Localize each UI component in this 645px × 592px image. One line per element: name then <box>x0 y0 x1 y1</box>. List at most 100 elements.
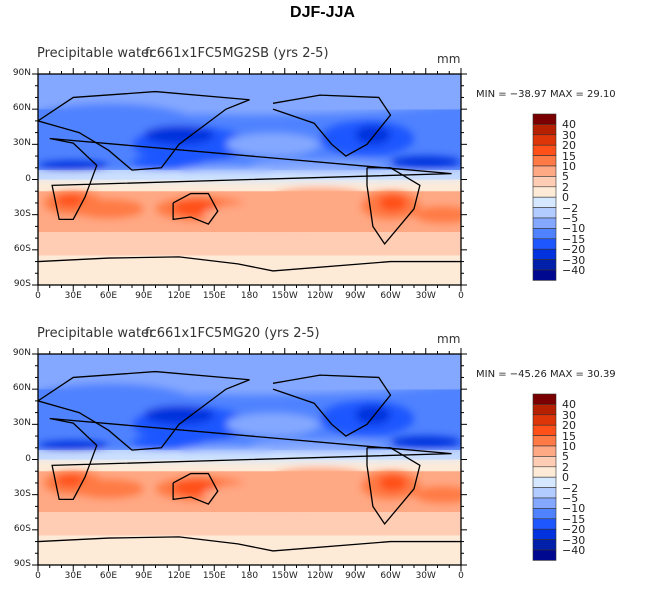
colorbar-box <box>532 466 557 478</box>
coastline <box>38 536 461 552</box>
lat-label: 60S <box>13 523 31 534</box>
colorbar-box <box>532 518 557 530</box>
lon-label: 120E <box>167 571 191 581</box>
lon-label: 0 <box>35 571 41 581</box>
colorbar-box <box>532 476 557 488</box>
panel-variable: Precipitable water <box>37 46 155 61</box>
lon-label: 60E <box>99 291 118 301</box>
coastline <box>366 167 421 246</box>
lon-label: 120W <box>306 291 334 301</box>
lon-label: 60W <box>380 571 401 581</box>
colorbar-label: 15 <box>562 429 576 443</box>
colorbar-box <box>532 549 557 561</box>
lat-label: 30S <box>13 488 31 499</box>
colorbar-box <box>532 424 557 436</box>
min-max-label: MIN = −38.97 MAX = 29.10 <box>476 89 616 100</box>
colorbar-label: −5 <box>562 212 579 225</box>
lat-label: 90N <box>12 348 31 358</box>
figure-title: DJF-JJA <box>290 4 355 21</box>
colorbar-label: 2 <box>562 460 569 474</box>
lon-label: 180 <box>240 571 259 581</box>
colorbar-box <box>532 487 557 499</box>
colorbar-box <box>532 497 557 509</box>
lat-label: 0 <box>25 173 31 184</box>
panel-units: mm <box>437 332 461 346</box>
lat-label: 30S <box>13 208 31 219</box>
colorbar-label: −20 <box>562 523 586 537</box>
lat-label: 90N <box>12 68 31 78</box>
colorbar-label: 20 <box>562 419 576 433</box>
coastline <box>172 472 219 505</box>
colorbar-label: 20 <box>562 139 576 153</box>
colorbar-label: −40 <box>562 544 586 557</box>
colorbar-box <box>532 508 557 520</box>
coastline <box>38 90 250 171</box>
lon-label: 150E <box>202 571 226 581</box>
lon-label: 30W <box>415 291 436 301</box>
colorbar-box <box>532 528 557 540</box>
lon-label: 150W <box>271 291 298 301</box>
lon-label: 120E <box>167 291 191 301</box>
lat-label: 60S <box>13 243 31 254</box>
colorbar-label: −30 <box>562 253 586 267</box>
colorbar-label: −10 <box>562 222 586 236</box>
coastline <box>49 137 452 221</box>
lon-label: 150W <box>271 571 298 581</box>
lat-label: 60N <box>12 383 31 394</box>
colorbar-label: −20 <box>562 243 586 257</box>
colorbar-box <box>532 393 557 405</box>
coastline <box>366 447 421 526</box>
contour-field <box>38 74 461 285</box>
colorbar-label: 40 <box>562 398 576 412</box>
lon-label: 90E <box>135 291 153 301</box>
colorbar-label: −2 <box>562 481 579 495</box>
coastline <box>272 374 392 437</box>
coastline <box>38 370 250 451</box>
colorbar-label: 30 <box>562 128 576 142</box>
lat-label: 60N <box>12 103 31 114</box>
coastline <box>172 192 219 225</box>
colorbar-box <box>532 435 557 447</box>
coastline <box>272 94 392 157</box>
lon-label: 150E <box>202 291 226 301</box>
lon-label: 90E <box>135 571 153 581</box>
colorbar-box <box>532 404 557 416</box>
colorbar-label: 40 <box>562 118 576 132</box>
colorbar-label: −10 <box>562 502 586 516</box>
lat-label: 0 <box>25 453 31 464</box>
colorbar-box <box>532 539 557 551</box>
colorbar-label: −5 <box>562 492 579 505</box>
coastline <box>49 417 452 501</box>
lon-label: 60E <box>99 571 118 581</box>
min-max-label: MIN = −45.26 MAX = 30.39 <box>476 369 616 380</box>
colorbar-label: 0 <box>562 471 569 485</box>
colorbar-box <box>532 414 557 426</box>
lon-label: 90W <box>345 291 366 301</box>
colorbar-label: −2 <box>562 201 579 215</box>
colorbar-label: −30 <box>562 533 586 547</box>
lon-label: 30E <box>64 571 82 581</box>
lon-label: 0 <box>458 571 464 581</box>
colorbar-label: −40 <box>562 264 586 277</box>
lon-label: 60W <box>380 291 401 301</box>
lon-label: 30W <box>415 571 436 581</box>
contour-field <box>38 354 461 565</box>
lat-label: 90S <box>13 559 31 569</box>
colorbar-box <box>532 456 557 468</box>
lon-label: 120W <box>306 571 334 581</box>
panel-variable: Precipitable water <box>37 326 155 341</box>
lon-label: 90W <box>345 571 366 581</box>
lat-label: 90S <box>13 279 31 289</box>
colorbar-label: −15 <box>562 512 586 526</box>
coastline <box>38 256 461 272</box>
lon-label: 30E <box>64 291 82 301</box>
colorbar-label: 30 <box>562 408 576 422</box>
lat-label: 30N <box>12 138 31 149</box>
lon-label: 0 <box>458 291 464 301</box>
lon-label: 0 <box>35 291 41 301</box>
colorbar-label: 10 <box>562 160 576 173</box>
colorbar-label: 15 <box>562 149 576 163</box>
panel-case: fc661x1FC5MG2SB (yrs 2-5) <box>145 46 329 61</box>
